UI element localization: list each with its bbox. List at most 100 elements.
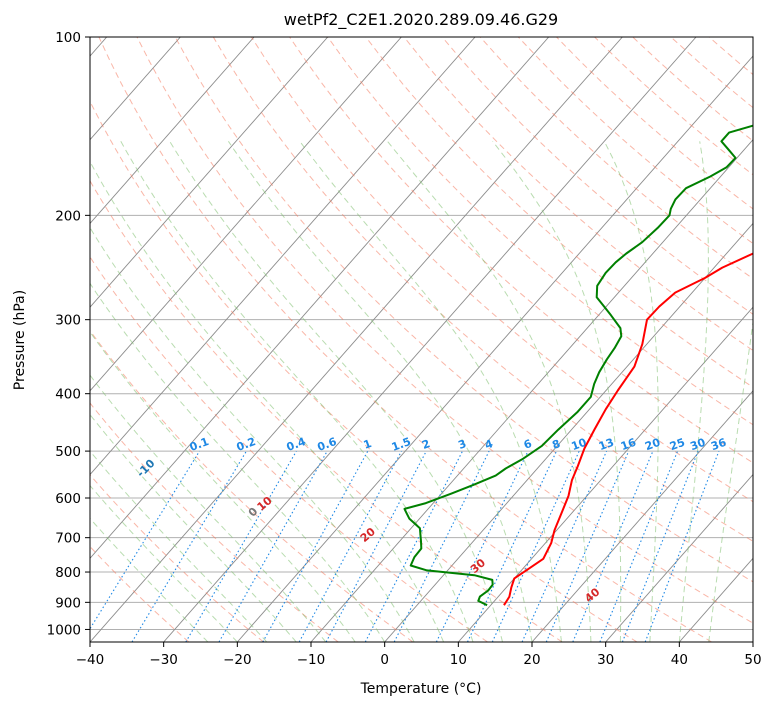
dry-adiabat-label: -20	[43, 421, 66, 444]
dry-adiabat-line	[517, 37, 753, 245]
mixing-ratio-line	[572, 450, 654, 642]
y-tick-label: 100	[55, 30, 81, 46]
mixing-ratio-line	[621, 450, 699, 642]
moist-adiabat-line	[169, 141, 503, 642]
moist-adiabat-line	[90, 160, 445, 642]
x-tick-label: −20	[223, 652, 252, 668]
isotherm-line	[90, 37, 476, 476]
y-tick-label: 500	[55, 444, 81, 460]
moist-adiabat-line	[120, 141, 474, 642]
y-tick-label: 800	[55, 565, 81, 581]
mixing-ratio-line	[467, 450, 557, 642]
x-tick-label: 40	[671, 652, 688, 668]
isotherm-line	[90, 37, 255, 225]
isotherm-line	[90, 37, 329, 308]
plot-frame	[89, 36, 754, 643]
isotherm-line	[605, 473, 753, 642]
x-tick-label: 0	[380, 652, 389, 668]
dry-adiabat-line	[670, 37, 753, 109]
moist-adiabat-line	[299, 141, 562, 642]
mixing-ratio-label: 0.6	[316, 435, 339, 454]
mixing-ratio-label: 36	[709, 436, 728, 454]
mixing-ratio-label: 30	[688, 436, 707, 454]
mixing-ratio-label: 3	[456, 437, 468, 452]
mixing-ratio-line	[393, 450, 490, 642]
dry-adiabat-line	[174, 37, 753, 583]
dry-adiabat-line	[479, 37, 753, 280]
dry-adiabat-line	[632, 37, 753, 142]
mixing-ratio-label: 0.1	[188, 435, 211, 454]
dry-adiabat-line	[708, 37, 753, 76]
y-tick-label: 700	[55, 531, 81, 547]
reference-line-labels: 0.10.20.40.611.52346810131620253036-100-…	[43, 421, 728, 605]
isotherm-line	[90, 37, 402, 392]
dry-adiabat-line	[90, 402, 339, 642]
isotherm-line	[90, 37, 623, 642]
mixing-ratio-label: 2	[420, 437, 432, 452]
x-tick-label: 50	[744, 652, 761, 668]
dry-adiabat-line	[98, 37, 712, 642]
x-tick-label: 20	[523, 652, 540, 668]
moist-adiabat-label: 30	[468, 556, 488, 576]
moist-adiabat-line	[678, 141, 709, 642]
x-tick-label: −30	[149, 652, 178, 668]
moist-adiabat-line	[387, 140, 592, 642]
dry-adiabat-line	[90, 179, 563, 642]
moist-adiabat-line	[90, 413, 297, 642]
x-tick-label: 30	[597, 652, 614, 668]
mixing-ratio-label: 0.2	[235, 435, 258, 454]
isotherm-line	[90, 37, 550, 559]
x-axis: −40 −30 −20 −10 0 10 20 30 40 50	[76, 642, 762, 668]
isotherm-line	[236, 55, 753, 642]
mixing-ratio-line	[599, 450, 679, 642]
mixing-ratio-label: 16	[619, 436, 638, 454]
temperature-profile-line	[503, 252, 753, 606]
mixing-ratio-label: 13	[597, 436, 616, 453]
dry-adiabat-line	[90, 474, 264, 642]
mixing-ratio-label: 0.4	[285, 435, 308, 454]
mixing-ratio-label: 1	[362, 437, 374, 452]
dry-adiabat-line	[90, 256, 488, 642]
y-tick-label: 300	[55, 313, 81, 329]
mixing-ratio-label: 8	[550, 437, 562, 452]
moist-adiabat-line	[603, 141, 659, 642]
mixing-ratio-label: 20	[643, 436, 662, 454]
mixing-ratio-label: 25	[668, 436, 687, 453]
dry-adiabat-line	[90, 329, 414, 642]
moist-adiabat-line	[90, 282, 386, 642]
x-tick-label: 10	[450, 652, 467, 668]
mixing-ratio-line	[521, 450, 608, 642]
y-tick-label: 1000	[47, 622, 81, 638]
moist-adiabat-line	[90, 484, 238, 642]
mixing-ratio-line	[545, 450, 630, 642]
sounding-profiles	[403, 124, 753, 607]
dry-adiabat-line	[90, 545, 190, 642]
mixing-ratio-label: 6	[522, 437, 534, 452]
mixing-ratio-line	[131, 450, 247, 642]
y-axis: 100 200 300 400 500 600 700 800 900 1000	[47, 30, 90, 638]
mixing-ratio-label: 1.5	[390, 435, 413, 454]
y-axis-label: Pressure (hPa)	[12, 290, 28, 390]
background-lines	[90, 37, 753, 642]
moist-adiabat-line	[90, 226, 415, 642]
mixing-ratio-line	[491, 450, 580, 642]
chart-title: wetPf2_C2E1.2020.289.09.46.G29	[284, 10, 558, 30]
moist-adiabat-label: 20	[358, 525, 378, 545]
dry-adiabat-line	[212, 37, 753, 542]
x-tick-label: −10	[297, 652, 326, 668]
dry-adiabat-line	[250, 37, 753, 503]
y-tick-label: 900	[55, 595, 81, 611]
moist-adiabat-line	[90, 517, 209, 642]
dry-adiabat-line	[327, 37, 753, 426]
dry-adiabat-line	[136, 37, 753, 624]
isotherm-line	[163, 37, 697, 642]
moist-adiabat-line	[492, 140, 622, 642]
mixing-ratio-line	[185, 450, 297, 642]
y-tick-label: 600	[55, 491, 81, 507]
mixing-ratio-label: 4	[483, 437, 495, 452]
mixing-ratio-line	[262, 450, 369, 642]
moist-adiabat-line	[90, 450, 268, 642]
mixing-ratio-line	[435, 450, 529, 642]
dry-adiabat-line	[289, 37, 753, 464]
